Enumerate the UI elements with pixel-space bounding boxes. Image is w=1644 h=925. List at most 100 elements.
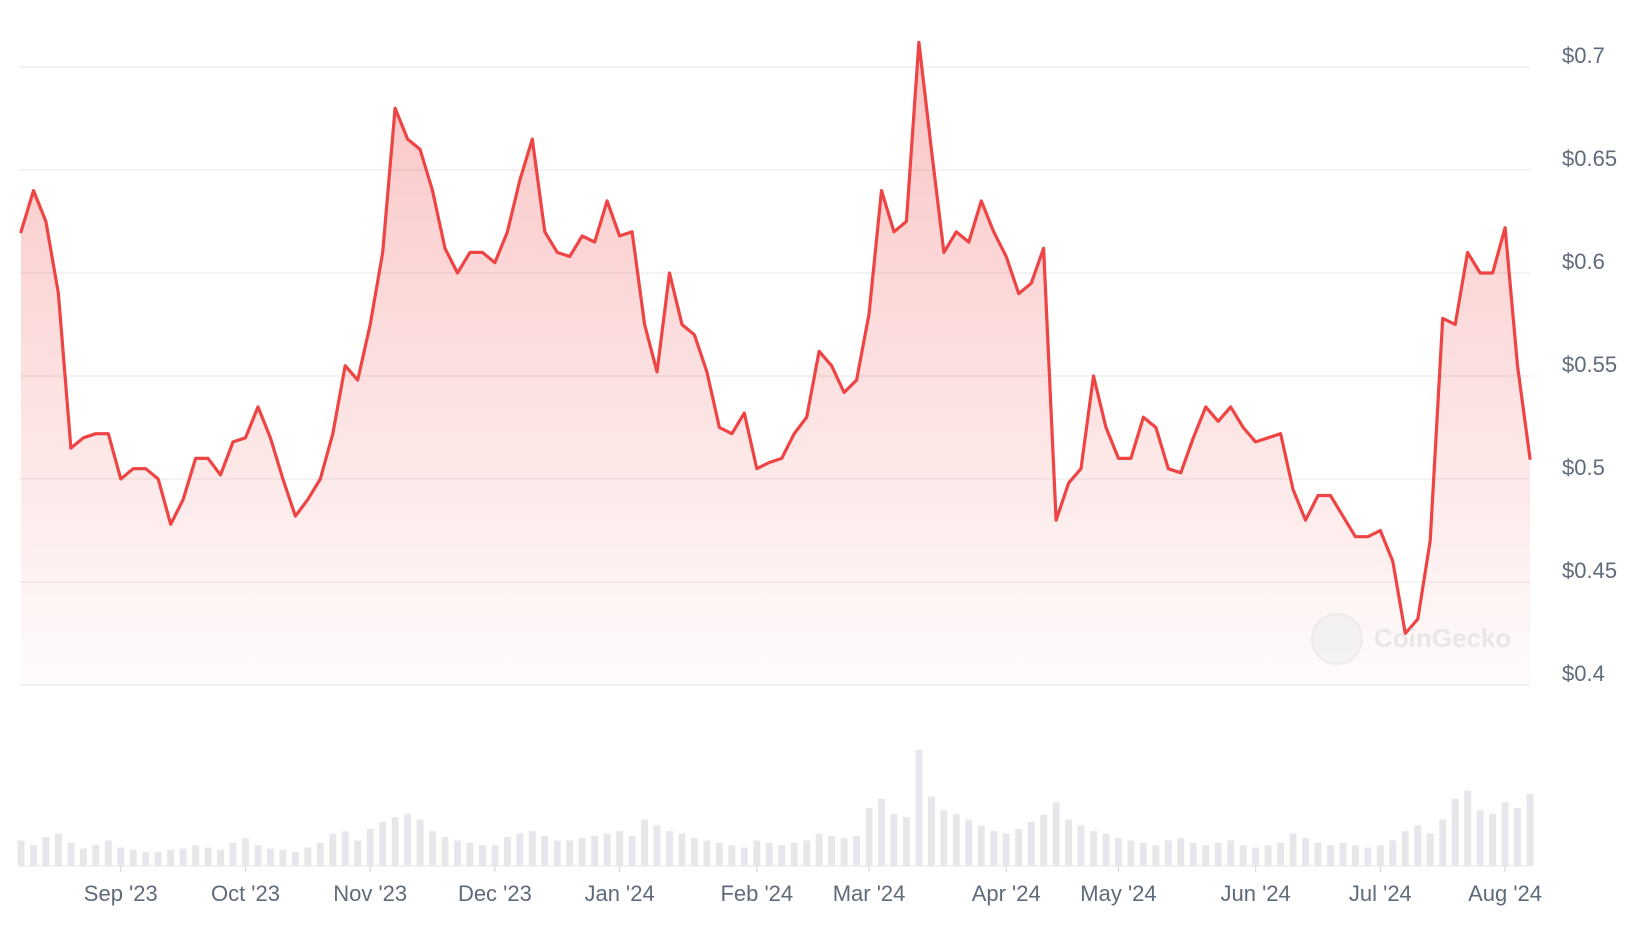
volume-bar: [1139, 842, 1147, 866]
volume-bar: [154, 852, 162, 866]
x-tick-label: Mar '24: [833, 881, 906, 906]
x-tick-label: Feb '24: [720, 881, 793, 906]
volume-bar: [952, 813, 960, 866]
volume-bar: [391, 817, 399, 866]
y-tick-label: $0.45: [1562, 558, 1617, 583]
volume-bar: [715, 842, 723, 866]
volume-bar: [1277, 842, 1285, 866]
volume-bar: [840, 838, 848, 866]
volume-bar: [1052, 802, 1060, 866]
volume-bar: [1426, 833, 1434, 866]
volume-bar: [977, 825, 985, 866]
volume-bar: [616, 831, 624, 866]
volume-bar: [528, 831, 536, 866]
x-tick-label: Jul '24: [1349, 881, 1412, 906]
volume-bar: [1314, 842, 1322, 866]
volume-bar: [1152, 845, 1160, 866]
volume-bar: [1339, 842, 1347, 866]
volume-bar: [1464, 790, 1472, 866]
volume-bar: [503, 837, 511, 866]
volume-bar: [454, 840, 461, 866]
volume-bar: [815, 833, 823, 866]
volume-bar: [927, 796, 935, 866]
volume-bar: [242, 838, 249, 866]
x-tick-label: May '24: [1080, 881, 1156, 906]
volume-bar: [940, 810, 948, 866]
volume-bar: [653, 825, 661, 866]
volume-bar: [965, 819, 973, 866]
x-tick-label: Apr '24: [972, 881, 1041, 906]
volume-bar: [728, 845, 736, 866]
volume-bar: [491, 845, 499, 866]
volume-bar: [416, 819, 424, 866]
volume-bar: [878, 798, 885, 866]
volume-bar: [354, 840, 362, 866]
volume-bar: [566, 840, 574, 866]
volume-bar: [129, 849, 137, 866]
x-tick-label: Oct '23: [211, 881, 280, 906]
volume-bar: [828, 835, 836, 866]
volume-bar: [1351, 845, 1359, 866]
y-tick-label: $0.65: [1562, 146, 1617, 171]
volume-bar: [1489, 813, 1497, 866]
volume-bar: [1239, 845, 1247, 866]
x-tick-label: Jun '24: [1221, 881, 1291, 906]
y-tick-label: $0.7: [1562, 43, 1605, 68]
volume-bar: [1439, 819, 1447, 866]
volume-bar: [1501, 802, 1509, 866]
volume-bar: [117, 847, 125, 866]
volume-bar: [379, 821, 387, 866]
volume-bar: [1202, 845, 1210, 866]
price-area: [21, 42, 1530, 686]
volume-bar: [578, 838, 586, 866]
volume-bar: [79, 848, 87, 866]
volume-bar: [1077, 825, 1085, 866]
volume-bar: [1252, 847, 1260, 866]
volume-bar: [179, 848, 187, 866]
volume-bar: [1302, 838, 1309, 866]
volume-bar: [404, 813, 412, 866]
volume-bar: [591, 835, 599, 866]
volume-bar: [291, 852, 299, 866]
watermark-logo: [1311, 613, 1363, 665]
volume-bar: [1376, 845, 1384, 866]
volume-bar: [1002, 833, 1010, 866]
volume-bar: [1164, 840, 1172, 866]
y-tick-label: $0.6: [1562, 249, 1605, 274]
volume-bar: [1115, 838, 1122, 866]
volume-bar: [628, 835, 636, 866]
volume-bar: [42, 837, 50, 866]
volume-bar: [1327, 845, 1334, 866]
volume-bar: [915, 750, 923, 866]
volume-bar: [17, 840, 25, 866]
volume-bar: [1127, 840, 1135, 866]
volume-bar: [167, 849, 175, 866]
watermark: CoinGecko: [1311, 613, 1511, 665]
x-tick-label: Aug '24: [1468, 881, 1542, 906]
volume-bar: [217, 849, 224, 866]
volume-bar: [641, 819, 648, 866]
volume-bar: [691, 838, 698, 866]
volume-bar: [104, 840, 112, 866]
volume-bar: [1227, 840, 1235, 866]
volume-bar: [765, 842, 773, 866]
volume-bar: [865, 808, 873, 866]
volume-bar: [890, 813, 898, 866]
y-tick-label: $0.5: [1562, 455, 1605, 480]
volume-bar: [903, 817, 910, 866]
volume-bar: [778, 845, 786, 866]
volume-bar: [1514, 808, 1521, 866]
volume-bar: [1414, 825, 1422, 866]
volume-bar: [1476, 810, 1484, 866]
volume-bar: [1090, 831, 1097, 866]
y-tick-label: $0.55: [1562, 352, 1617, 377]
volume-bar: [304, 847, 312, 866]
volume-bar: [1526, 794, 1534, 866]
volume-bar: [1102, 833, 1110, 866]
volume-bar: [366, 828, 374, 866]
plot: [19, 40, 1532, 686]
volume-bar: [1040, 814, 1048, 866]
volume-bar: [204, 847, 212, 866]
